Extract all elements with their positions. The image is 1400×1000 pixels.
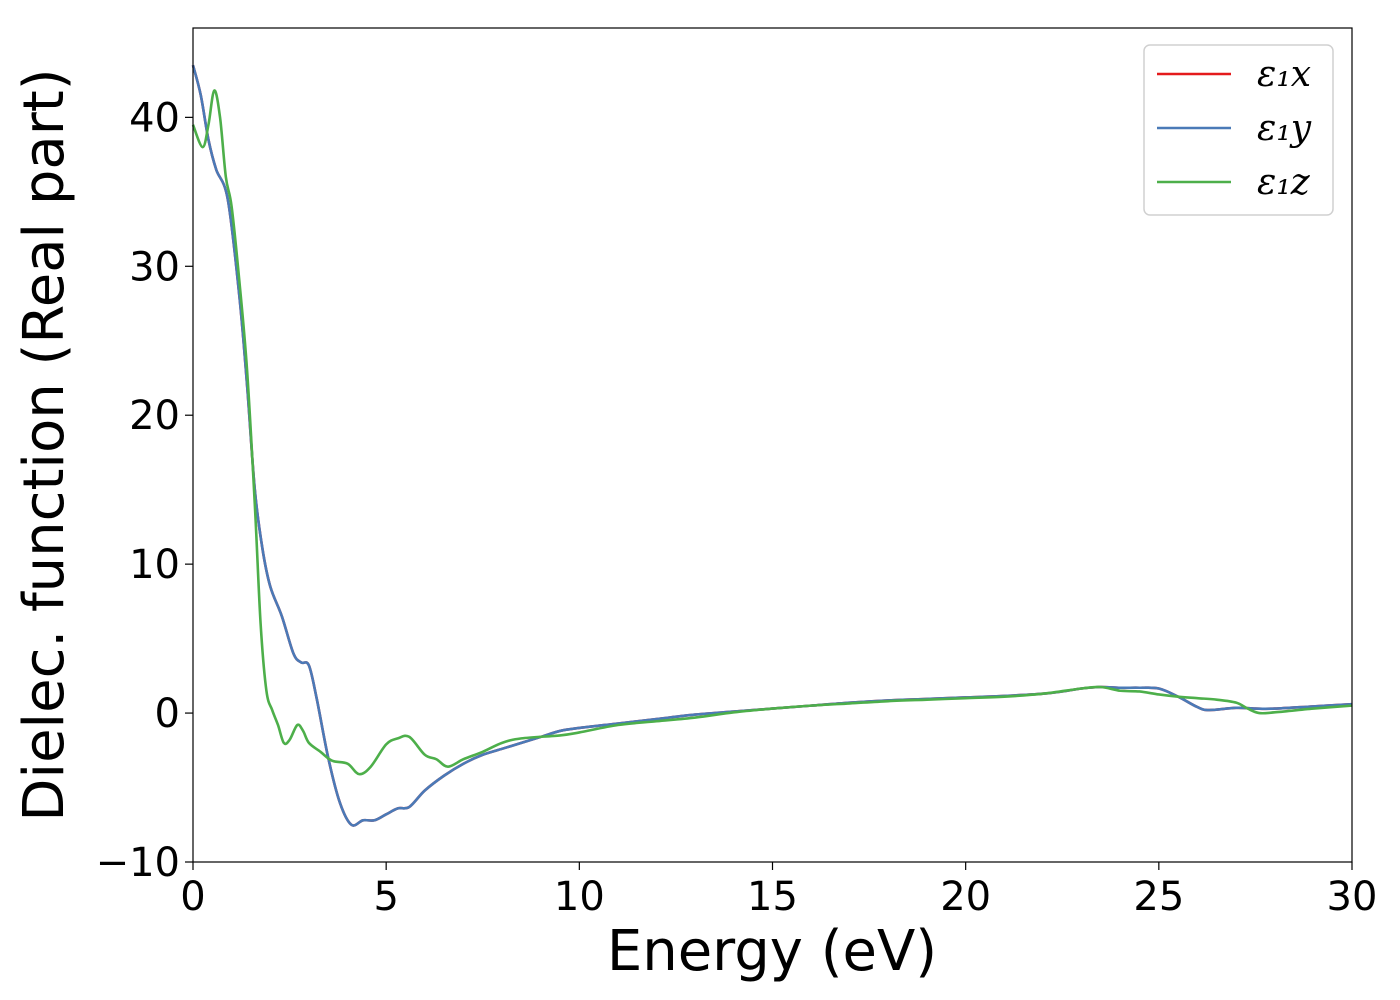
x-tick-label: 20 bbox=[940, 874, 991, 920]
y-tick-label: 20 bbox=[129, 393, 180, 439]
y-tick-label: 10 bbox=[129, 542, 180, 588]
legend-label-2: ε₁y bbox=[1257, 108, 1312, 149]
x-axis-label: Energy (eV) bbox=[607, 919, 937, 984]
series-line-2 bbox=[191, 64, 1353, 827]
series-group bbox=[191, 64, 1353, 827]
y-tick-label: 30 bbox=[129, 244, 180, 290]
x-tick-label: 15 bbox=[747, 874, 798, 920]
y-tick-label: −10 bbox=[96, 840, 180, 886]
legend-label-3: ε₁z bbox=[1257, 162, 1311, 203]
y-tick-label: 40 bbox=[129, 95, 180, 141]
x-tick-label: 25 bbox=[1133, 874, 1184, 920]
legend-label-1: ε₁x bbox=[1257, 54, 1311, 95]
legend-box bbox=[1143, 44, 1334, 216]
x-tick-label: 0 bbox=[180, 874, 205, 920]
y-axis-label: Dielec. function (Real part) bbox=[12, 68, 77, 821]
x-tick-label: 30 bbox=[1327, 874, 1378, 920]
x-tick-label: 10 bbox=[554, 874, 605, 920]
x-axis: 0 5 10 15 20 25 30 bbox=[180, 862, 1377, 920]
legend: ε₁x ε₁y ε₁z bbox=[1143, 44, 1334, 216]
series-line-3 bbox=[191, 89, 1353, 776]
x-tick-label: 5 bbox=[373, 874, 398, 920]
y-tick-label: 0 bbox=[155, 691, 180, 737]
y-axis: −10 0 10 20 30 40 bbox=[96, 95, 193, 886]
